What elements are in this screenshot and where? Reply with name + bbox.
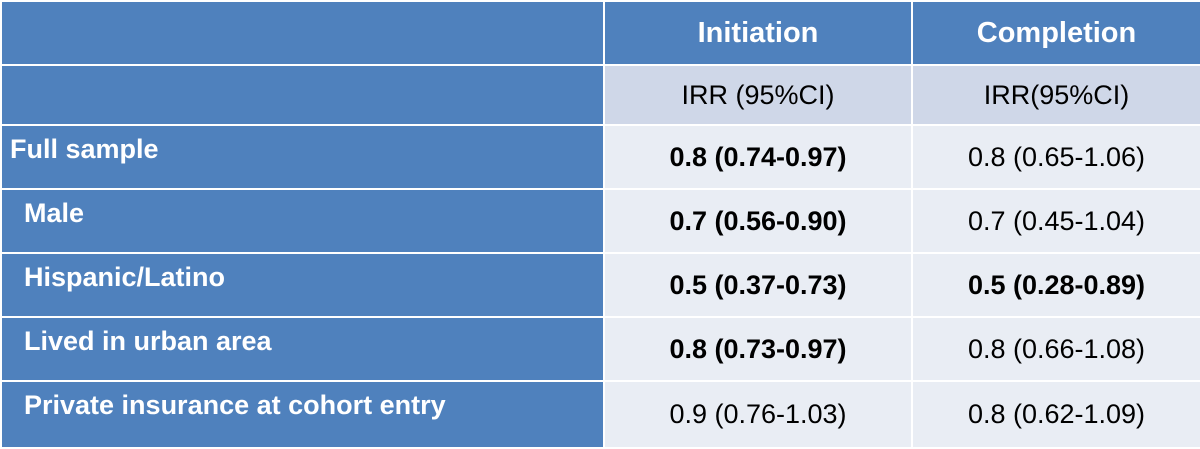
header-row: Initiation Completion bbox=[0, 0, 1200, 66]
completion-value: 0.5 (0.28-0.89) bbox=[911, 252, 1200, 318]
table-row: Private insurance at cohort entry 0.9 (0… bbox=[0, 380, 1200, 449]
initiation-value: 0.9 (0.76-1.03) bbox=[603, 380, 913, 449]
header-corner-cell bbox=[0, 0, 605, 66]
column-header-completion: Completion bbox=[911, 0, 1200, 66]
initiation-value: 0.8 (0.73-0.97) bbox=[603, 316, 913, 382]
column-header-initiation: Initiation bbox=[603, 0, 913, 66]
completion-value: 0.8 (0.65-1.06) bbox=[911, 124, 1200, 190]
table-row: Male 0.7 (0.56-0.90) 0.7 (0.45-1.04) bbox=[0, 188, 1200, 254]
table-row: Lived in urban area 0.8 (0.73-0.97) 0.8 … bbox=[0, 316, 1200, 382]
table-row: Full sample 0.8 (0.74-0.97) 0.8 (0.65-1.… bbox=[0, 124, 1200, 190]
subheader-row: IRR (95%CI) IRR(95%CI) bbox=[0, 64, 1200, 126]
completion-value: 0.7 (0.45-1.04) bbox=[911, 188, 1200, 254]
row-label: Private insurance at cohort entry bbox=[0, 380, 605, 449]
completion-value: 0.8 (0.66-1.08) bbox=[911, 316, 1200, 382]
initiation-value: 0.7 (0.56-0.90) bbox=[603, 188, 913, 254]
initiation-value: 0.8 (0.74-0.97) bbox=[603, 124, 913, 190]
row-label: Male bbox=[0, 188, 605, 254]
completion-value: 0.8 (0.62-1.09) bbox=[911, 380, 1200, 449]
row-label: Full sample bbox=[0, 124, 605, 190]
row-label: Hispanic/Latino bbox=[0, 252, 605, 318]
subheader-completion: IRR(95%CI) bbox=[911, 64, 1200, 126]
subheader-corner-cell bbox=[0, 64, 605, 126]
table-row: Hispanic/Latino 0.5 (0.37-0.73) 0.5 (0.2… bbox=[0, 252, 1200, 318]
row-label: Lived in urban area bbox=[0, 316, 605, 382]
subheader-initiation: IRR (95%CI) bbox=[603, 64, 913, 126]
initiation-value: 0.5 (0.37-0.73) bbox=[603, 252, 913, 318]
